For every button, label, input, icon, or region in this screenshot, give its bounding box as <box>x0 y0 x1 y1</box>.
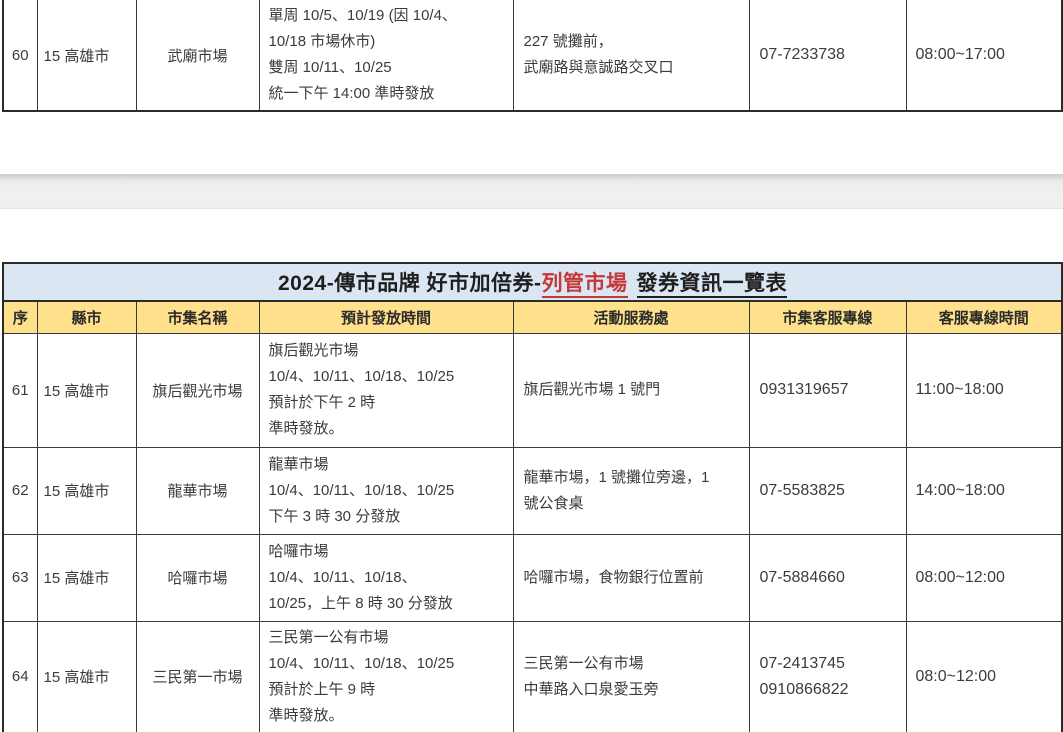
cell-hours: 11:00~18:00 <box>905 332 1063 448</box>
cell-hours: 08:0~12:00 <box>905 620 1063 732</box>
cell-market: 三民第一市場 <box>135 620 260 732</box>
table-title-text: 2024-傳市品牌 好市加倍券-列管市場 發券資訊一覽表 <box>278 272 788 298</box>
cell-seq: 62 <box>2 446 38 535</box>
cell-schedule: 旗后觀光市場 10/4、10/11、10/18、10/25 預計於下午 2 時 … <box>258 332 514 448</box>
cell-county: 15 高雄市 <box>36 0 137 112</box>
current-page-table: 2024-傳市品牌 好市加倍券-列管市場 發券資訊一覽表 序 縣市 市集名稱 預計… <box>2 262 1063 732</box>
cell-seq: 61 <box>2 332 38 448</box>
cell-service: 哈囉市場，食物銀行位置前 <box>512 533 750 622</box>
cell-schedule: 單周 10/5、10/19 (因 10/4、 10/18 市場休市) 雙周 10… <box>258 0 514 112</box>
cell-market: 龍華市場 <box>135 446 260 535</box>
cell-service: 龍華市場，1 號攤位旁邊，1 號公食桌 <box>512 446 750 535</box>
table-title-row: 2024-傳市品牌 好市加倍券-列管市場 發券資訊一覽表 <box>2 262 1063 302</box>
header-hours: 客服專線時間 <box>905 300 1063 334</box>
header-service: 活動服務處 <box>512 300 750 334</box>
cell-county: 15 高雄市 <box>36 332 137 448</box>
cell-hours: 14:00~18:00 <box>905 446 1063 535</box>
table-row: 61 15 高雄市 旗后觀光市場 旗后觀光市場 10/4、10/11、10/18… <box>2 332 1063 448</box>
cell-service: 三民第一公有市場 中華路入口泉愛玉旁 <box>512 620 750 732</box>
cell-market: 旗后觀光市場 <box>135 332 260 448</box>
cell-phone: 0931319657 <box>748 332 907 448</box>
cell-phone: 07-5583825 <box>748 446 907 535</box>
cell-seq: 60 <box>2 0 38 112</box>
table-row: 64 15 高雄市 三民第一市場 三民第一公有市場 10/4、10/11、10/… <box>2 620 1063 732</box>
cell-market: 武廟市場 <box>135 0 260 112</box>
title-suffix: 發券資訊一覽表 <box>636 272 788 298</box>
cell-seq: 64 <box>2 620 38 732</box>
header-county: 縣市 <box>36 300 137 334</box>
cell-county: 15 高雄市 <box>36 446 137 535</box>
table-row: 63 15 高雄市 哈囉市場 哈囉市場 10/4、10/11、10/18、 10… <box>2 533 1063 622</box>
page-separator-bar <box>0 174 1063 209</box>
previous-page-table: 60 15 高雄市 武廟市場 單周 10/5、10/19 (因 10/4、 10… <box>2 0 1063 112</box>
cell-service: 旗后觀光市場 1 號門 <box>512 332 750 448</box>
header-schedule: 預計發放時間 <box>258 300 514 334</box>
header-seq: 序 <box>2 300 38 334</box>
voucher-table: 2024-傳市品牌 好市加倍券-列管市場 發券資訊一覽表 序 縣市 市集名稱 預計… <box>2 262 1063 732</box>
cell-service: 227 號攤前， 武廟路與意誠路交叉口 <box>512 0 750 112</box>
cell-schedule: 龍華市場 10/4、10/11、10/18、10/25 下午 3 時 30 分發… <box>258 446 514 535</box>
cell-schedule: 三民第一公有市場 10/4、10/11、10/18、10/25 預計於上午 9 … <box>258 620 514 732</box>
header-phone: 市集客服專線 <box>748 300 907 334</box>
header-market: 市集名稱 <box>135 300 260 334</box>
cell-county: 15 高雄市 <box>36 533 137 622</box>
table-row: 60 15 高雄市 武廟市場 單周 10/5、10/19 (因 10/4、 10… <box>2 0 1063 112</box>
table-header-row: 序 縣市 市集名稱 預計發放時間 活動服務處 市集客服專線 客服專線時間 <box>2 300 1063 334</box>
table-row: 62 15 高雄市 龍華市場 龍華市場 10/4、10/11、10/18、10/… <box>2 446 1063 535</box>
cell-phone: 07-2413745 0910866822 <box>748 620 907 732</box>
cell-schedule: 哈囉市場 10/4、10/11、10/18、 10/25，上午 8 時 30 分… <box>258 533 514 622</box>
cell-phone: 07-7233738 <box>748 0 907 112</box>
cell-hours: 08:00~12:00 <box>905 533 1063 622</box>
cell-market: 哈囉市場 <box>135 533 260 622</box>
title-prefix: 2024-傳市品牌 好市加倍券- <box>278 272 542 295</box>
cell-county: 15 高雄市 <box>36 620 137 732</box>
cell-seq: 63 <box>2 533 38 622</box>
voucher-table-partial: 60 15 高雄市 武廟市場 單周 10/5、10/19 (因 10/4、 10… <box>2 0 1063 112</box>
title-highlight-red: 列管市場 <box>541 272 628 298</box>
cell-hours: 08:00~17:00 <box>905 0 1063 112</box>
table-title: 2024-傳市品牌 好市加倍券-列管市場 發券資訊一覽表 <box>2 262 1063 302</box>
cell-phone: 07-5884660 <box>748 533 907 622</box>
